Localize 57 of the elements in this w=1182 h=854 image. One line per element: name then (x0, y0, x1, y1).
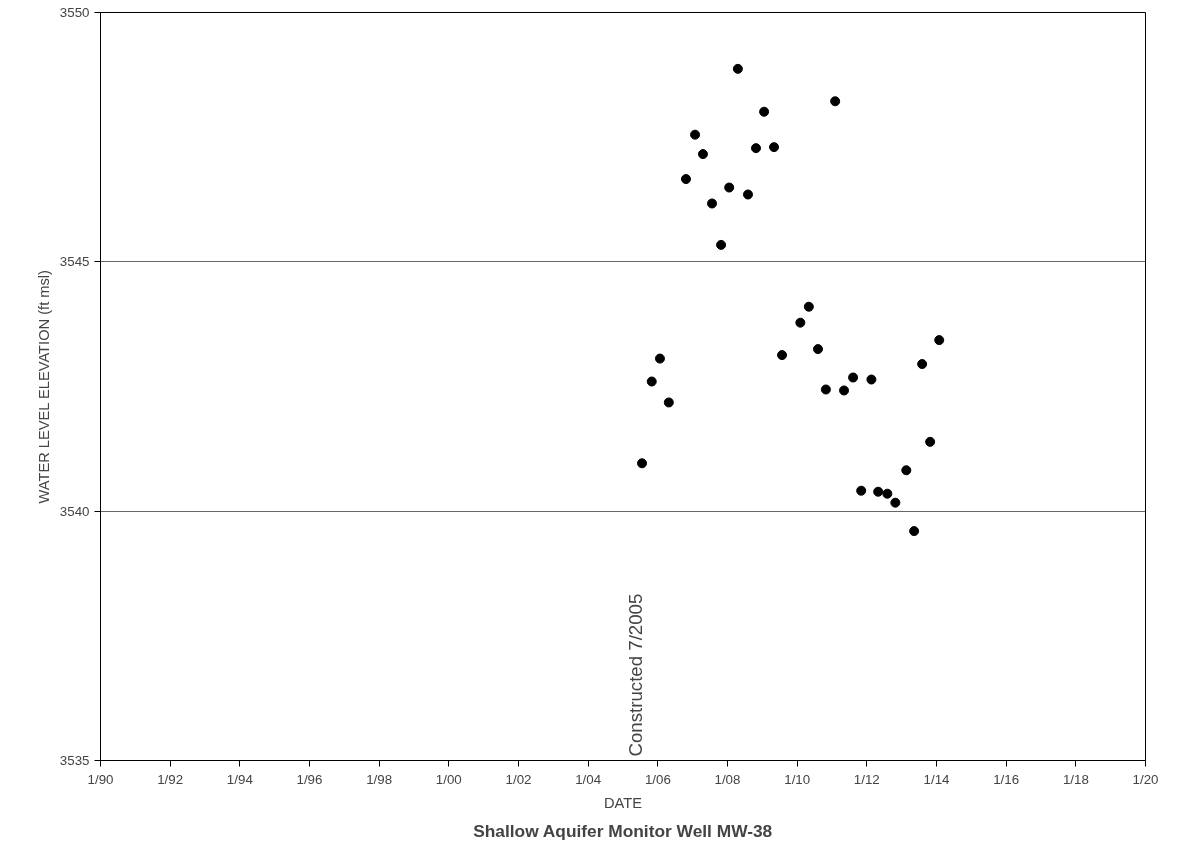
x-tick-label: 1/20 (1132, 771, 1159, 787)
point (680, 174, 691, 185)
point (751, 143, 761, 154)
x-tick-label: 1/90 (87, 771, 114, 787)
point (917, 359, 928, 370)
x-tick-label: 1/04 (575, 771, 602, 787)
point (742, 189, 753, 200)
point (654, 353, 665, 364)
point (724, 182, 735, 193)
x-tick-label: 1/16 (993, 771, 1020, 787)
y-tick-label: 3545 (59, 254, 90, 270)
point (803, 301, 814, 312)
point (663, 397, 674, 408)
x-tick-label: 1/12 (853, 771, 880, 787)
x-tick-label: 1/18 (1062, 771, 1089, 787)
y-tick-label: 3540 (59, 503, 90, 519)
x-tick-label: 1/10 (784, 771, 811, 787)
point (909, 526, 920, 537)
point (769, 142, 780, 153)
point (882, 488, 893, 499)
point (646, 376, 657, 387)
point (697, 149, 708, 160)
x-tick-label: 1/08 (714, 771, 741, 787)
point (759, 106, 770, 117)
x-tick-label: 1/96 (296, 771, 323, 787)
point (820, 384, 831, 395)
text: Shallow Aquifer Monitor Well MW-38 (473, 820, 773, 841)
point (690, 129, 701, 140)
point (795, 317, 806, 328)
x-tick-label: 1/98 (366, 771, 393, 787)
y-axis-title: WATER LEVEL ELEVATION (ft msl) (35, 270, 52, 504)
point (866, 374, 877, 385)
point (830, 96, 841, 107)
point (777, 350, 788, 361)
point (707, 198, 718, 209)
annotation: Constructed 7/2005 (624, 593, 646, 757)
point (873, 486, 884, 497)
point (716, 239, 727, 250)
x-tick-label: 1/02 (505, 771, 532, 787)
x-tick-label: 1/92 (157, 771, 184, 787)
point (812, 344, 823, 355)
point (934, 335, 945, 346)
y-tick-label: 3550 (59, 5, 90, 20)
x-tick-label: 1/06 (644, 771, 671, 787)
point (890, 497, 901, 508)
point (637, 458, 648, 469)
x-tick-label: 1/14 (923, 771, 951, 787)
point (848, 372, 859, 383)
x-tick-label: 1/94 (226, 771, 254, 787)
x-axis-title: DATE (604, 794, 643, 811)
point (839, 385, 850, 396)
point (732, 63, 743, 74)
x-tick-label: 1/00 (435, 771, 462, 787)
y-tick-label: 3535 (59, 753, 90, 768)
point (901, 465, 912, 476)
point (856, 485, 867, 496)
point (925, 436, 936, 447)
